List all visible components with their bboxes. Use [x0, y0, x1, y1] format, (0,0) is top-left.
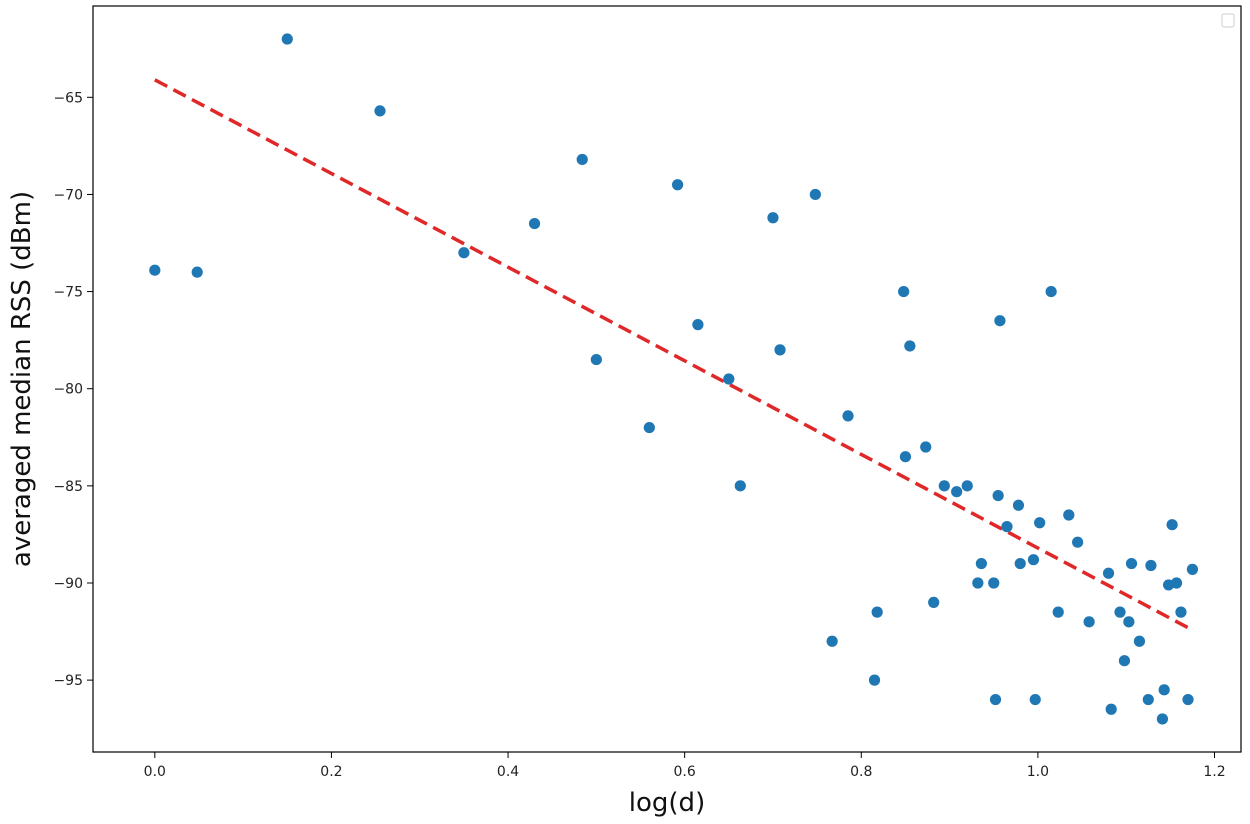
- data-point: [1102, 567, 1115, 579]
- plot-area: [92, 5, 1242, 753]
- data-point: [1182, 693, 1194, 706]
- data-point: [671, 179, 684, 191]
- data-point: [767, 212, 779, 224]
- data-point: [899, 451, 912, 463]
- data-point: [1175, 606, 1187, 618]
- y-axis-title: averaged median RSS (dBm): [7, 191, 37, 567]
- x-tick-label: 0.6: [674, 764, 696, 780]
- data-point: [1118, 655, 1131, 667]
- y-tick-label: −80: [53, 382, 83, 398]
- data-point: [972, 577, 984, 589]
- y-axis-ticks: −95 −90 −85 −80 −75 −70 −65: [53, 90, 93, 689]
- data-point: [191, 266, 203, 278]
- data-point: [1045, 285, 1057, 298]
- data-point: [723, 373, 735, 385]
- data-point: [1034, 517, 1046, 529]
- data-point: [1166, 519, 1178, 531]
- data-point: [1114, 606, 1126, 618]
- data-point: [1027, 554, 1040, 566]
- data-point: [1001, 521, 1013, 533]
- data-point: [1133, 635, 1146, 647]
- data-point: [1063, 509, 1075, 521]
- data-point: [938, 480, 950, 492]
- data-point: [989, 693, 1002, 706]
- data-point: [1125, 557, 1138, 570]
- data-point: [1142, 693, 1154, 706]
- data-points-layer: [149, 33, 1199, 725]
- fit-line-layer: [153, 78, 1189, 630]
- data-point: [1186, 563, 1199, 575]
- data-point: [904, 340, 916, 352]
- data-point: [458, 247, 470, 259]
- data-point: [988, 577, 1000, 589]
- y-tick-label: −70: [53, 187, 83, 203]
- legend-box: [1221, 13, 1235, 28]
- x-axis-title: log(d): [629, 788, 705, 818]
- data-point: [1029, 693, 1041, 706]
- data-point: [1052, 606, 1064, 618]
- data-point: [734, 480, 746, 492]
- data-point: [920, 441, 932, 453]
- data-point: [809, 188, 821, 201]
- data-point: [374, 105, 386, 117]
- y-tick-label: −65: [53, 90, 83, 106]
- y-tick-label: −75: [53, 285, 83, 301]
- data-point: [826, 635, 838, 647]
- y-tick-label: −85: [53, 479, 83, 495]
- data-point: [1170, 577, 1183, 589]
- data-point: [590, 353, 602, 366]
- data-point: [1105, 703, 1117, 715]
- data-point: [1123, 616, 1135, 628]
- data-point: [842, 410, 854, 422]
- x-axis-ticks: 0.0 0.2 0.4 0.6 0.8 1.0 1.2: [144, 752, 1226, 780]
- data-point: [528, 217, 541, 230]
- legend-empty-box: [1221, 13, 1235, 28]
- y-tick-label: −90: [53, 576, 83, 592]
- data-point: [1083, 616, 1095, 628]
- x-tick-label: 0.0: [144, 764, 166, 780]
- data-point: [928, 596, 940, 609]
- data-point: [774, 344, 786, 356]
- data-point: [149, 264, 161, 276]
- x-tick-label: 0.4: [497, 764, 519, 780]
- data-point: [1072, 536, 1084, 548]
- y-tick-label: −95: [53, 673, 83, 689]
- data-point: [1145, 559, 1157, 572]
- data-point: [1158, 684, 1170, 696]
- x-tick-label: 1.2: [1203, 764, 1225, 780]
- data-point: [992, 489, 1004, 502]
- data-point: [281, 33, 293, 45]
- regression-fit-line: [153, 78, 1189, 630]
- data-point: [975, 557, 987, 570]
- data-point: [1012, 499, 1025, 511]
- data-point: [643, 421, 655, 434]
- data-point: [961, 480, 973, 492]
- data-point: [951, 486, 963, 498]
- x-tick-label: 0.8: [850, 764, 872, 780]
- data-point: [576, 153, 588, 166]
- data-point: [868, 674, 881, 686]
- data-point: [898, 285, 910, 298]
- data-point: [871, 606, 883, 618]
- data-point: [1156, 713, 1169, 725]
- data-point: [1014, 557, 1026, 570]
- data-point: [994, 315, 1006, 327]
- x-tick-label: 1.0: [1027, 764, 1049, 780]
- x-tick-label: 0.2: [320, 764, 342, 780]
- data-point: [692, 319, 704, 331]
